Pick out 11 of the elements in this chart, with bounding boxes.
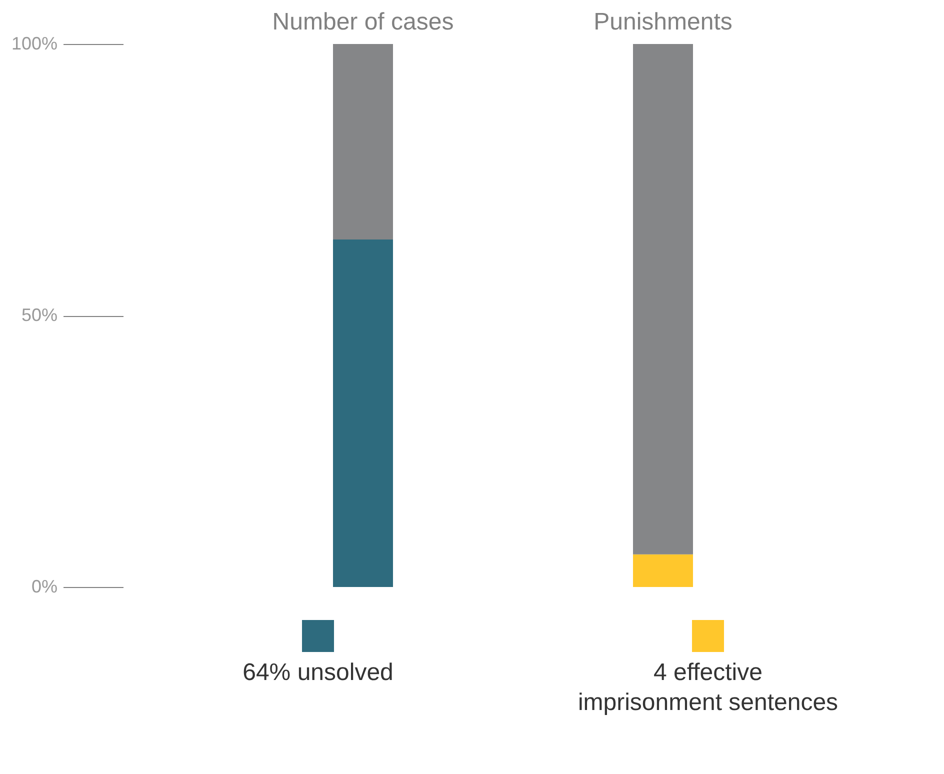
- x-tick-label: Number of cases: [272, 8, 454, 36]
- y-tick-label: 50%: [21, 305, 58, 325]
- bar: [633, 44, 693, 554]
- bar: [333, 239, 393, 587]
- bar: [333, 44, 393, 240]
- bar: [633, 554, 693, 587]
- legend-label: 64% unsolved: [242, 659, 394, 686]
- legend-label: 4 effective imprisonment sentences: [578, 659, 838, 716]
- y-tick-label: 100%: [11, 34, 58, 54]
- x-tick-label: Punishments: [594, 8, 732, 36]
- y-tick-label: 0%: [31, 576, 58, 596]
